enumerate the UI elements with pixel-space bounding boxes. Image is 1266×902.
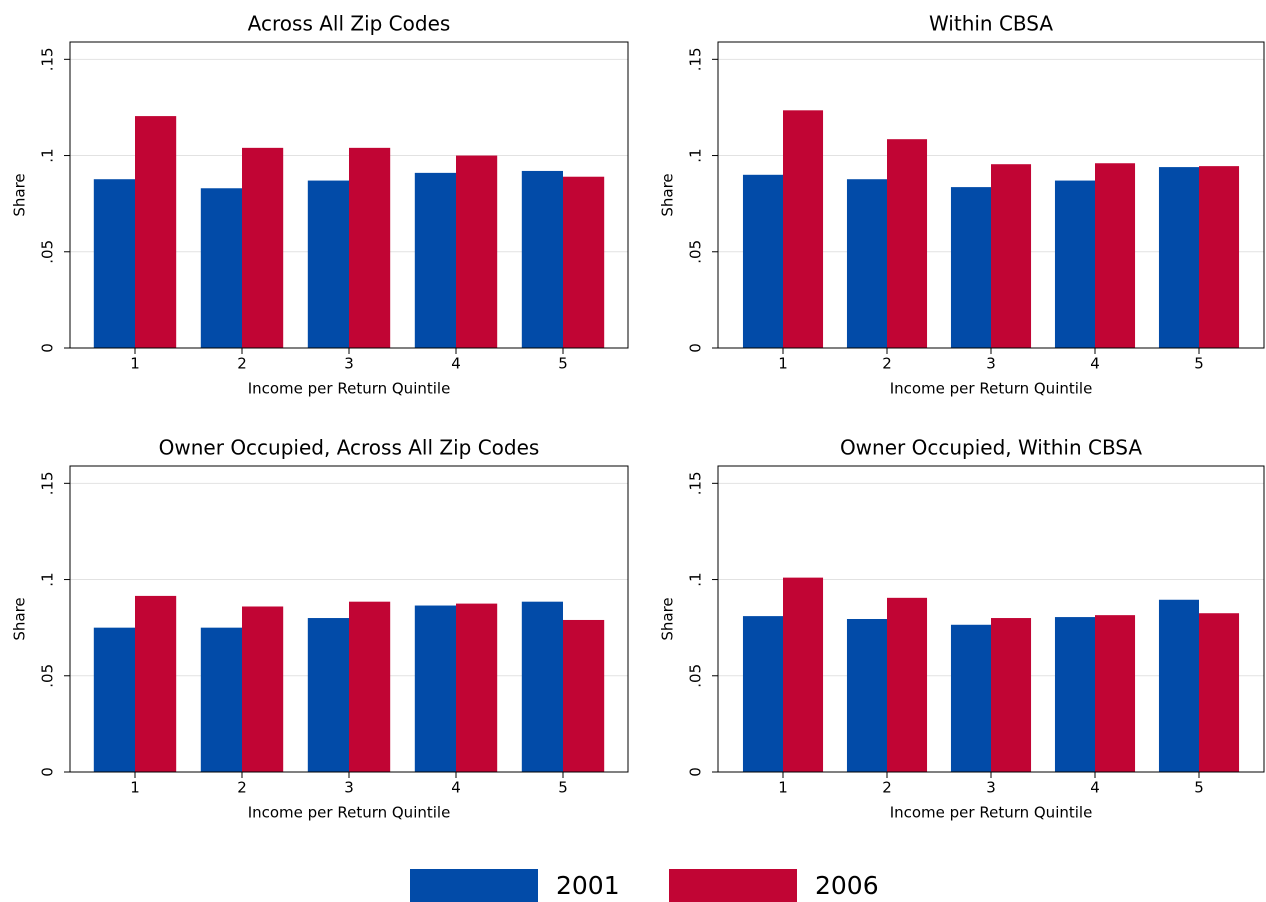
bar <box>307 618 349 772</box>
y-axis-label: Share <box>659 597 677 640</box>
legend-swatch <box>410 869 538 902</box>
plot-frame <box>717 41 1265 349</box>
bar <box>521 601 563 772</box>
plot-frame <box>69 41 629 349</box>
x-tick-label: 4 <box>451 779 461 797</box>
y-tick-label: .15 <box>687 471 705 495</box>
plot-frame <box>717 465 1265 773</box>
x-tick-label: 1 <box>778 779 788 797</box>
bar <box>135 116 177 349</box>
y-tick-label: .15 <box>39 471 57 495</box>
chart-title: Owner Occupied, Across All Zip Codes <box>159 436 540 460</box>
y-axis-label: Share <box>11 173 29 216</box>
x-axis-label: Income per Return Quintile <box>248 804 451 822</box>
bar <box>950 624 991 772</box>
bar <box>414 605 456 772</box>
x-tick-label: 3 <box>986 779 996 797</box>
bar <box>742 174 783 348</box>
bar <box>991 164 1032 348</box>
bar <box>563 176 605 348</box>
bar <box>521 170 563 348</box>
x-tick-label: 1 <box>130 355 140 373</box>
x-tick-label: 4 <box>1090 355 1100 373</box>
bar <box>1095 163 1136 348</box>
y-tick-label: .1 <box>687 148 705 162</box>
bar <box>742 616 783 772</box>
y-tick-label: .1 <box>687 572 705 586</box>
legend-label: 2001 <box>556 871 620 900</box>
bar <box>1054 617 1095 772</box>
bar <box>242 606 284 772</box>
x-tick-label: 5 <box>1194 779 1204 797</box>
bar <box>1199 166 1240 348</box>
bar <box>783 110 824 348</box>
bar <box>887 597 928 772</box>
bar <box>93 179 135 348</box>
bar <box>456 155 498 348</box>
bar <box>349 147 391 348</box>
bar <box>846 619 887 772</box>
y-tick-label: 0 <box>687 767 705 777</box>
x-tick-label: 1 <box>130 779 140 797</box>
bar <box>1054 180 1095 348</box>
bar <box>307 180 349 348</box>
x-tick-label: 5 <box>558 779 568 797</box>
bar <box>887 139 928 348</box>
chart-title: Owner Occupied, Within CBSA <box>840 436 1142 460</box>
chart-title: Across All Zip Codes <box>248 12 451 36</box>
bar <box>950 187 991 348</box>
bar <box>456 603 498 772</box>
y-tick-label: .05 <box>39 664 57 688</box>
x-tick-label: 4 <box>451 355 461 373</box>
y-axis-label: Share <box>659 173 677 216</box>
y-tick-label: 0 <box>39 343 57 353</box>
x-tick-label: 2 <box>237 355 247 373</box>
y-tick-label: .05 <box>687 664 705 688</box>
bar <box>1095 615 1136 772</box>
bar <box>783 577 824 772</box>
x-tick-label: 2 <box>237 779 247 797</box>
x-tick-label: 5 <box>1194 355 1204 373</box>
plot-frame <box>69 465 629 773</box>
x-tick-label: 5 <box>558 355 568 373</box>
bar <box>349 601 391 772</box>
x-tick-label: 1 <box>778 355 788 373</box>
bar <box>563 619 605 772</box>
bar <box>846 179 887 348</box>
x-axis-label: Income per Return Quintile <box>890 380 1093 398</box>
y-tick-label: .1 <box>39 148 57 162</box>
x-axis-label: Income per Return Quintile <box>890 804 1093 822</box>
bar <box>93 627 135 772</box>
y-tick-label: 0 <box>687 343 705 353</box>
x-tick-label: 4 <box>1090 779 1100 797</box>
y-tick-label: .15 <box>39 47 57 71</box>
legend-swatch <box>669 869 797 902</box>
y-axis-label: Share <box>11 597 29 640</box>
bar <box>135 595 177 772</box>
x-tick-label: 2 <box>882 779 892 797</box>
x-tick-label: 3 <box>344 779 354 797</box>
y-tick-label: 0 <box>39 767 57 777</box>
bar <box>1158 599 1199 772</box>
bar <box>1199 613 1240 772</box>
bar <box>991 618 1032 772</box>
y-tick-label: .15 <box>687 47 705 71</box>
y-tick-label: .05 <box>39 240 57 264</box>
x-tick-label: 3 <box>344 355 354 373</box>
bar <box>200 188 242 348</box>
legend-label: 2006 <box>815 871 879 900</box>
bar <box>414 172 456 348</box>
chart-title: Within CBSA <box>929 12 1053 36</box>
bar <box>200 627 242 772</box>
y-tick-label: .1 <box>39 572 57 586</box>
y-tick-label: .05 <box>687 240 705 264</box>
x-tick-label: 2 <box>882 355 892 373</box>
bar <box>242 147 284 348</box>
x-axis-label: Income per Return Quintile <box>248 380 451 398</box>
x-tick-label: 3 <box>986 355 996 373</box>
bar <box>1158 167 1199 348</box>
